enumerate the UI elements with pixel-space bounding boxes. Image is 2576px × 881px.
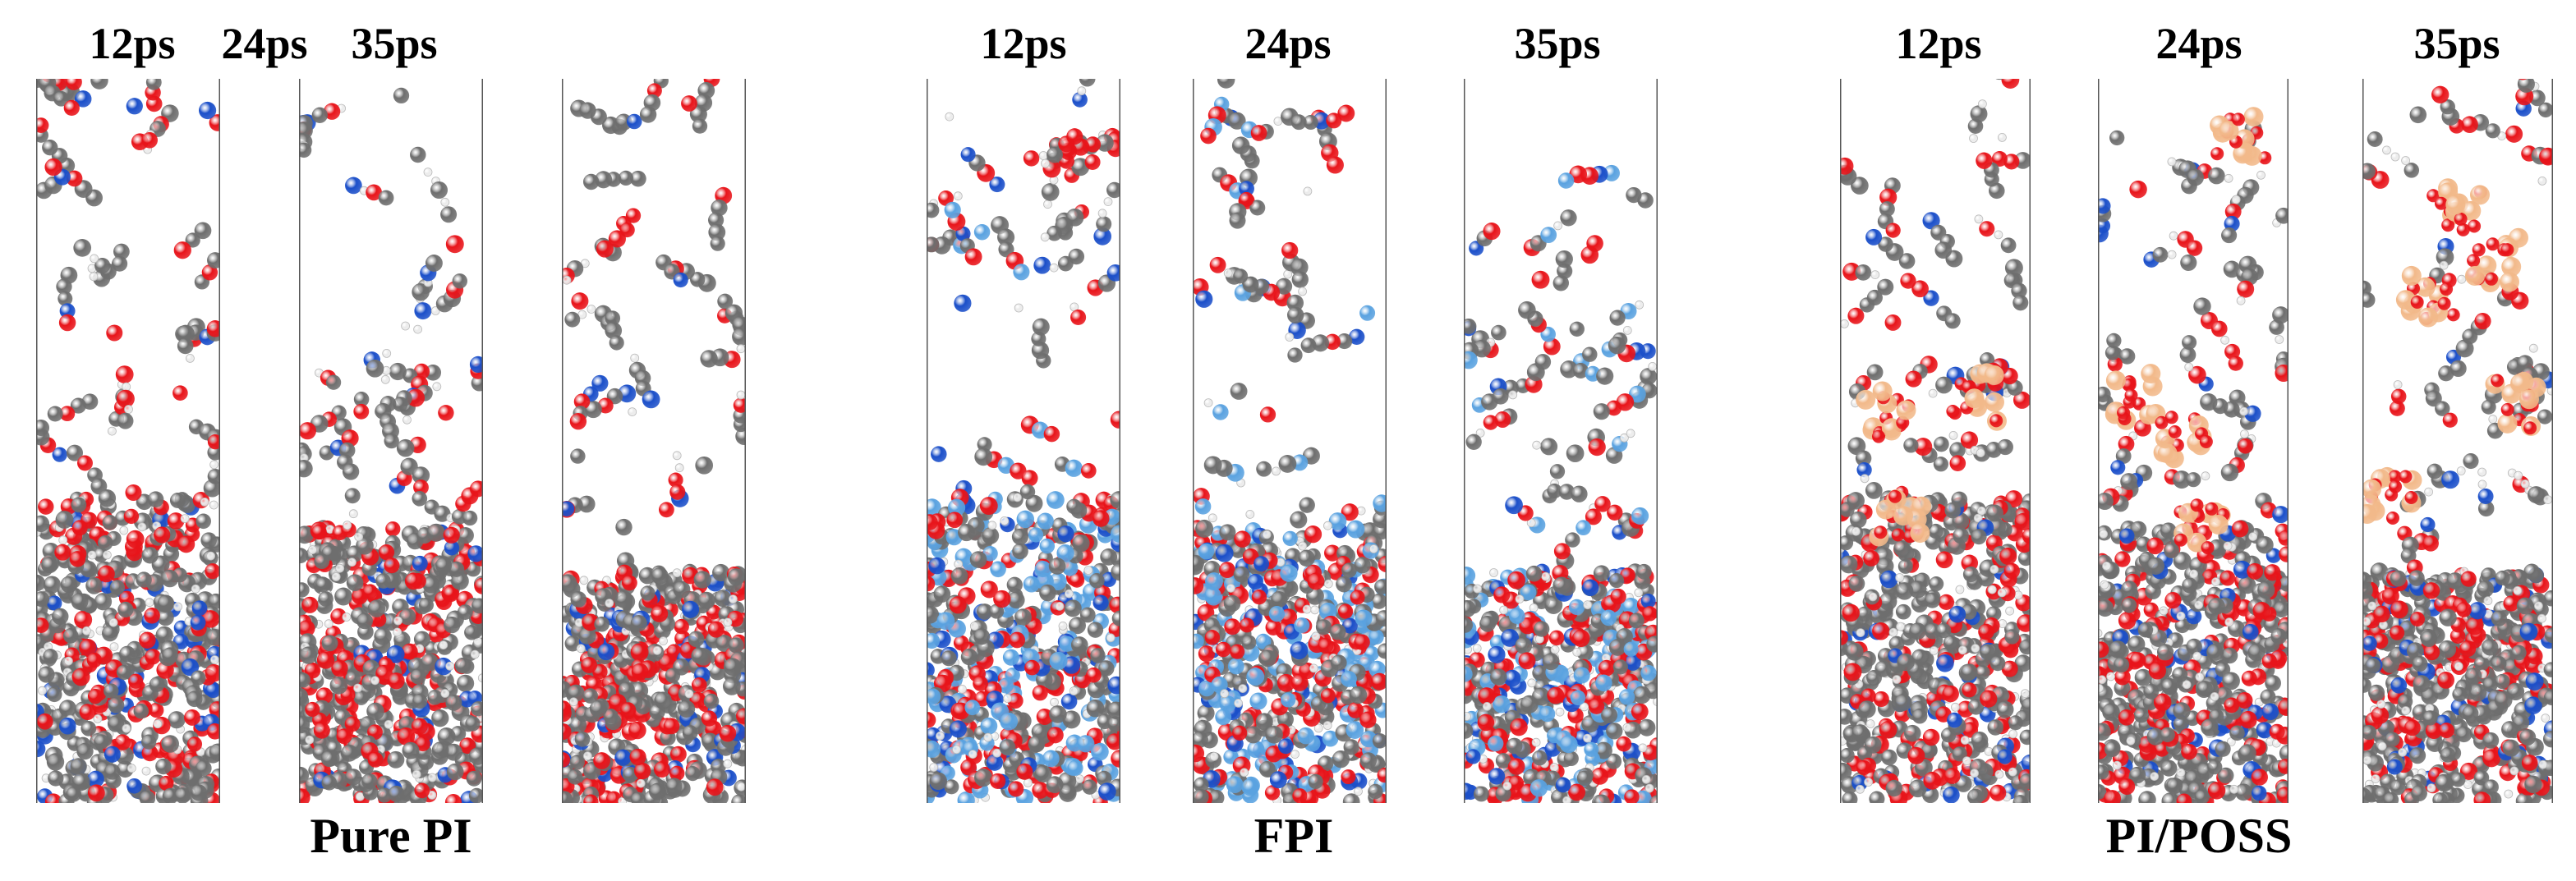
atom-snapshot-svg [1840, 79, 2031, 803]
atom-snapshot-svg [2098, 79, 2288, 803]
atom-snapshot-svg [927, 79, 1120, 803]
time-label-fpi-3: 35ps [1514, 19, 1601, 68]
atom-snapshot-svg [1193, 79, 1387, 803]
snapshot-pure-pi-12ps [36, 79, 220, 803]
snapshot-fpi-12ps [927, 79, 1120, 803]
snapshot-fpi-35ps [1464, 79, 1658, 803]
time-label-pure-pi-1: 12ps [89, 19, 176, 68]
snapshot-pure-pi-24ps [299, 79, 483, 803]
snapshot-pi-poss-12ps [1840, 79, 2031, 803]
time-label-pi-poss-1: 12ps [1895, 19, 1982, 68]
time-label-pure-pi-2: 24ps [221, 19, 308, 68]
group-label-pi-poss: PI/POSS [2105, 809, 2293, 863]
snapshot-pi-poss-35ps [2362, 79, 2553, 803]
time-label-pi-poss-3: 35ps [2413, 19, 2500, 68]
atom-snapshot-svg [36, 79, 220, 803]
time-label-pi-poss-2: 24ps [2155, 19, 2242, 68]
group-label-pure-pi: Pure PI [310, 809, 472, 863]
time-label-fpi-1: 12ps [980, 19, 1067, 68]
time-label-fpi-2: 24ps [1244, 19, 1332, 68]
atom-snapshot-svg [2362, 79, 2553, 803]
time-label-pure-pi-3: 35ps [351, 19, 438, 68]
snapshot-pure-pi-35ps [562, 79, 746, 803]
group-label-fpi: FPI [1254, 809, 1334, 863]
snapshot-pi-poss-24ps [2098, 79, 2288, 803]
snapshot-fpi-24ps [1193, 79, 1387, 803]
atom-snapshot-svg [1464, 79, 1658, 803]
atom-snapshot-svg [562, 79, 746, 803]
atom-snapshot-svg [299, 79, 483, 803]
